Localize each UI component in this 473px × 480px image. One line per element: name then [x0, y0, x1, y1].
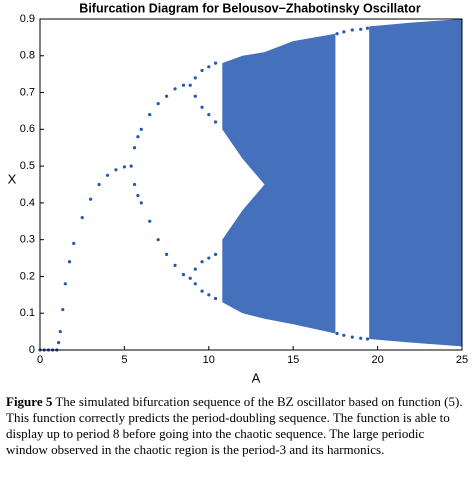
point: [350, 335, 354, 339]
point: [207, 256, 211, 260]
point: [122, 165, 126, 169]
point: [114, 168, 118, 172]
point: [139, 127, 143, 131]
x-axis-label: A: [252, 370, 261, 385]
point: [148, 219, 152, 223]
point: [188, 83, 192, 87]
point: [213, 296, 218, 301]
point: [200, 105, 204, 109]
y-tick-label: 0.8: [20, 50, 35, 62]
chaotic-band: [222, 184, 265, 319]
point: [173, 263, 177, 268]
point: [213, 252, 218, 256]
point: [165, 252, 169, 256]
point: [105, 173, 110, 177]
point: [61, 307, 65, 312]
chaotic-band: [369, 19, 462, 347]
point: [72, 241, 76, 245]
point: [213, 120, 218, 124]
point: [359, 336, 363, 340]
point: [132, 146, 137, 150]
point: [58, 330, 62, 334]
point: [156, 238, 160, 242]
chart-title: Bifurcation Diagram for Belousov−Zhaboti…: [79, 1, 421, 15]
point: [97, 182, 101, 187]
point: [365, 26, 370, 30]
point: [136, 135, 140, 139]
point: [188, 276, 192, 280]
point: [193, 76, 197, 80]
point: [165, 94, 169, 98]
point: [207, 65, 211, 69]
point: [359, 27, 363, 31]
y-tick-label: 0.3: [20, 234, 35, 246]
point: [365, 337, 370, 341]
point: [63, 282, 67, 286]
point: [193, 282, 197, 286]
y-axis-label: X: [8, 171, 17, 186]
x-tick-label: 10: [203, 354, 215, 366]
caption: Figure 5 The simulated bifurcation seque…: [6, 394, 464, 458]
point: [193, 94, 197, 98]
point: [129, 164, 133, 168]
point: [156, 101, 160, 106]
plot-frame: [39, 18, 463, 351]
y-tick-label: 0.4: [20, 197, 35, 209]
caption-label: Figure 5: [6, 394, 53, 409]
x-tick-label: 25: [456, 354, 468, 366]
point: [335, 331, 339, 336]
point: [181, 273, 186, 277]
point: [136, 193, 140, 198]
point: [89, 197, 93, 201]
point: [200, 68, 204, 73]
y-tick-label: 0.5: [20, 160, 35, 172]
y-tick-label: 0.9: [20, 13, 35, 25]
point: [207, 293, 211, 297]
point: [200, 289, 204, 293]
y-tick-label: 0.2: [20, 270, 35, 282]
point: [342, 333, 346, 337]
chaotic-band: [222, 52, 265, 185]
point: [139, 201, 143, 205]
chaotic-band: [264, 33, 336, 334]
caption-text: The simulated bifurcation sequence of th…: [6, 394, 463, 457]
chart: Bifurcation Diagram for Belousov−Zhaboti…: [8, 1, 468, 385]
point: [80, 216, 84, 220]
x-tick-label: 15: [287, 354, 299, 366]
point: [67, 260, 72, 264]
x-tick-label: 0: [37, 354, 43, 366]
point: [193, 267, 197, 271]
point: [207, 113, 211, 117]
point: [56, 341, 61, 345]
point: [342, 30, 346, 34]
point: [148, 113, 152, 117]
point: [350, 28, 354, 32]
y-tick-label: 0.7: [20, 86, 35, 98]
x-tick-label: 20: [371, 354, 383, 366]
point: [132, 182, 137, 187]
point: [335, 32, 339, 36]
x-tick-label: 5: [121, 354, 127, 366]
point: [200, 260, 204, 264]
point: [213, 61, 218, 65]
y-tick-label: 0.1: [20, 307, 35, 319]
point: [173, 87, 177, 91]
y-tick-label: 0: [29, 344, 35, 356]
point: [181, 83, 186, 87]
y-tick-label: 0.6: [20, 123, 35, 135]
